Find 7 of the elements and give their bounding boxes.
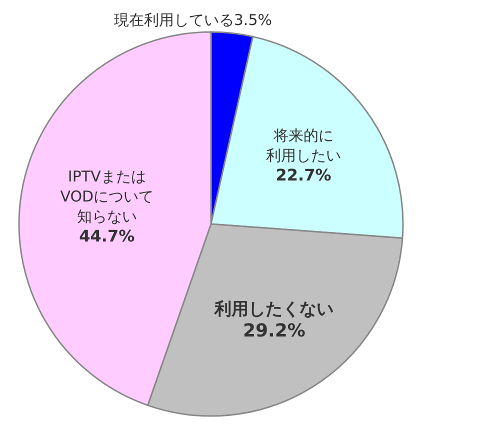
slice-label: 将来的に利用したい: [266, 126, 341, 164]
data-label: 22.7%: [276, 165, 332, 184]
slice-label: IPTVまたはVODについて知らない: [60, 167, 154, 226]
slice-label: 現在利用している3.5%: [114, 11, 272, 29]
data-label: 44.7%: [79, 226, 135, 246]
data-label: 29.2%: [242, 320, 306, 342]
slice-label: 利用したくない: [214, 299, 334, 320]
